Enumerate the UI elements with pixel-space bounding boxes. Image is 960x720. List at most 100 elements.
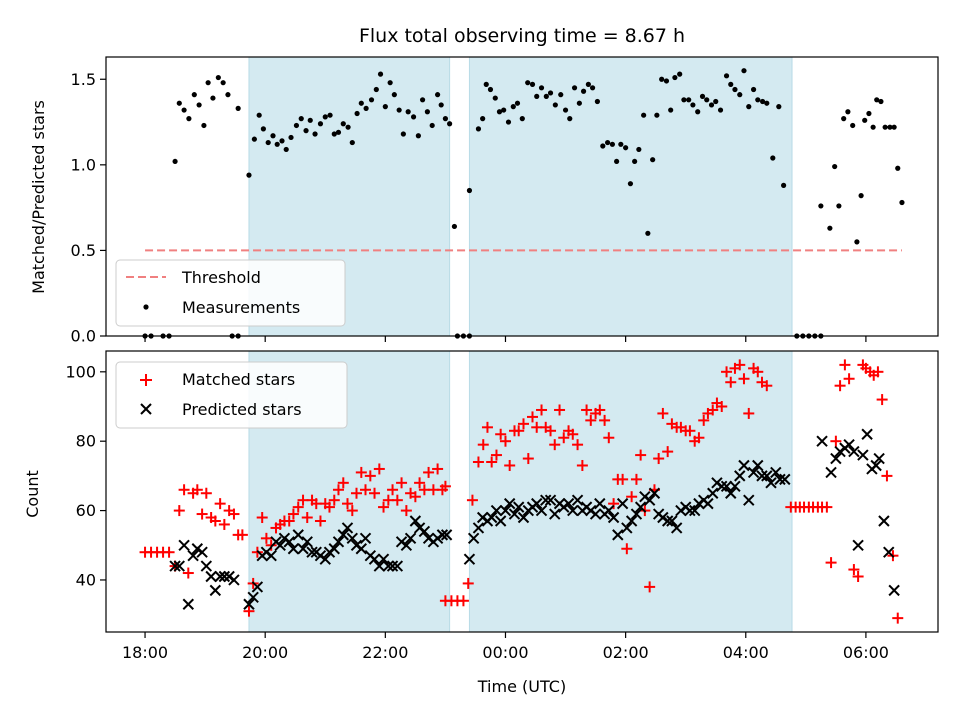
predicted-star-point [436,529,449,541]
matched-star-point [725,376,737,388]
predicted-star-point [702,497,714,510]
predicted-star-point [409,515,422,527]
predicted-star-point [661,515,674,527]
predicted-star-point [355,543,368,555]
measurement-point [220,80,226,86]
measurement-point [176,100,182,106]
matched-star-point [462,577,474,589]
measurement-point [534,93,540,99]
measurement-point [699,93,706,99]
measurement-point [728,81,734,87]
measurement-point [451,223,458,230]
predicted-star-point [743,494,755,506]
legend-matched-swatch [140,374,152,386]
measurement-point [480,116,486,122]
measurement-point [529,81,536,87]
bottom-y-tick-label: 60 [76,501,96,520]
matched-star-point [830,435,842,447]
measurement-point [723,73,730,79]
predicted-star-point [404,532,417,545]
measurement-point [525,80,531,86]
measurement-point [475,126,482,132]
matched-star-point [599,414,611,426]
matched-star-point [707,404,719,416]
predicted-star-point [218,570,231,583]
predicted-star-point [630,508,643,520]
predicted-star-point [870,459,882,472]
matched-star-point [738,373,750,385]
measurement-point [708,102,715,108]
top-y-tick-label: 0.5 [71,241,96,260]
measurement-point [841,116,847,122]
matched-star-point [545,425,557,437]
measurement-point [363,105,369,111]
predicted-star-point [503,497,516,510]
predicted-star-point [725,487,737,499]
matched-star-point [477,439,489,451]
predicted-star-point [544,494,557,506]
measurement-point [589,85,596,91]
measurement-point [866,110,872,117]
matched-star-point [486,456,498,468]
predicted-star-point [603,504,615,517]
predicted-star-point [779,473,791,486]
predicted-star-point [440,529,453,541]
predicted-star-point [616,497,629,510]
measurement-point [210,95,216,101]
predicted-star-point [648,487,661,499]
measurement-point [181,107,187,113]
measurement-point [558,92,564,98]
measurement-point [567,116,573,122]
matched-star-point [653,453,665,465]
measurement-point [186,116,192,122]
predicted-star-point [391,560,404,572]
measurement-point [415,133,421,139]
measurement-point [391,92,397,98]
matched-star-point [876,394,888,406]
predicted-star-point [341,522,354,534]
measurement-point [307,117,313,123]
measurement-point [690,102,696,108]
matched-star-point [301,512,313,524]
measurement-point [205,80,211,86]
measurement-point [288,134,294,141]
x-tick-label: 20:00 [242,643,288,662]
matched-star-point [396,477,408,489]
matched-star-point [283,515,295,527]
bottom-y-axis-label: Count [23,470,42,518]
x-tick-label: 18:00 [122,643,168,662]
measurement-point [487,86,494,93]
measurement-point [358,100,364,106]
predicted-star-point [747,466,760,479]
measurement-point [400,131,406,137]
measurement-point [695,109,701,115]
measurement-point [576,100,582,106]
measurement-point [605,139,611,146]
predicted-star-point [774,473,786,486]
matched-star-point [761,380,773,392]
measurement-point [732,86,738,93]
top-legend: Threshold Measurements [115,259,346,327]
measurement-point [377,71,384,77]
predicted-star-point [467,532,480,545]
matched-star-point [387,484,399,496]
matched-star-point [346,505,358,517]
matched-star-point [549,439,561,451]
measurement-point [345,124,351,130]
matched-star-point [848,564,860,576]
measurement-point [887,124,893,130]
measurement-point [405,109,411,115]
matched-star-point [536,404,548,416]
measurement-point [246,172,252,178]
predicted-star-point [816,435,828,447]
matched-star-point [698,414,710,426]
matched-star-point [572,439,584,451]
matched-star-point [821,501,833,513]
measurement-point [659,76,665,82]
bottom-y-ticks: 40 60 80 100 [65,362,106,589]
predicted-star-point [571,494,584,506]
measurement-point [368,97,375,103]
measurement-point [466,187,473,194]
measurement-point [737,92,743,98]
